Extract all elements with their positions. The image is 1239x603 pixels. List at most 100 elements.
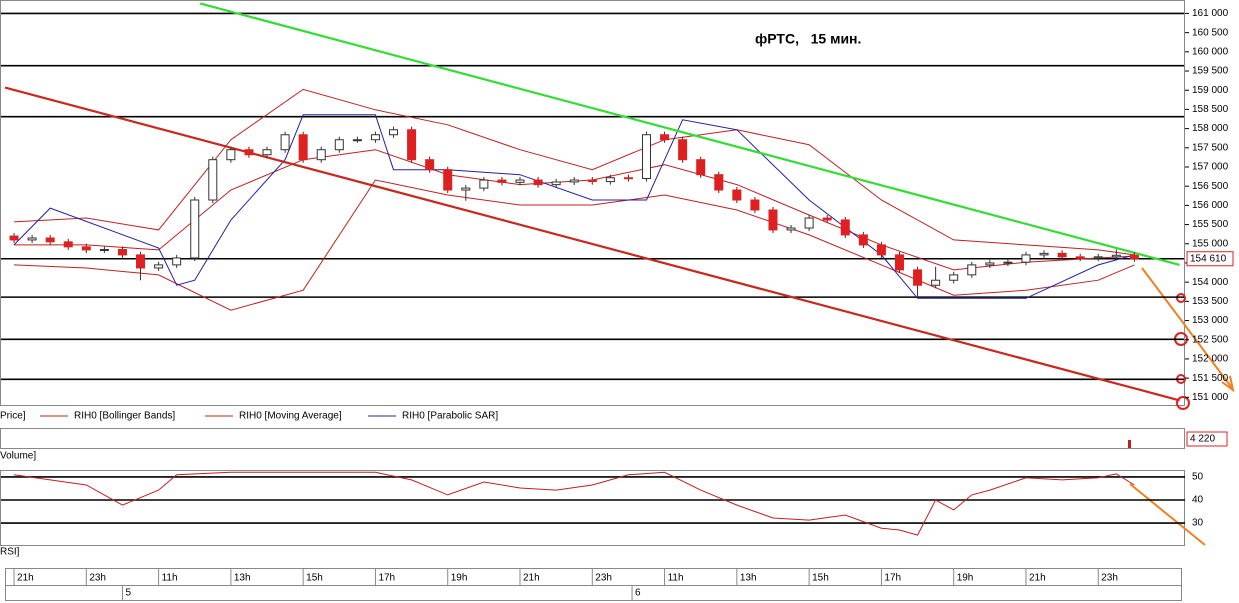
candle-body [280,134,290,151]
x-tick-label: 19h [957,573,974,584]
candle-body [1057,252,1067,258]
x-tick-label: 11h [668,573,684,584]
candle-body [804,217,814,229]
candle-body [99,249,109,252]
y-tick-label: 158 500 [1192,104,1229,115]
candle-body [750,199,760,211]
rsi-tick-label: 40 [1192,495,1204,506]
last-price-label: 154 610 [1190,253,1227,264]
volume-panel [0,428,1185,449]
candle-body [587,179,597,183]
candle-body [732,189,742,201]
candle-body [27,237,37,241]
candle-body [1003,261,1013,264]
candle-body [678,139,688,161]
candle-body [1021,254,1031,263]
candle-body [334,139,344,151]
volume-bar [1128,440,1131,448]
candle-body [858,234,868,246]
y-tick-label: 160 000 [1192,46,1229,57]
candle-body [262,149,272,156]
candle-body [316,149,326,161]
y-tick-label: 157 500 [1192,142,1229,153]
candle-body [533,179,543,186]
price-panel [0,0,1185,406]
candle-body [81,246,91,251]
candle-body [696,159,706,176]
legend-label: RIH0 [Moving Average] [239,411,342,422]
trend-line [199,2,1180,266]
candle-body [479,179,489,189]
x-tick-label: 23h [595,573,612,584]
y-tick-label: 161 000 [1192,8,1229,19]
x-tick-label: 13h [234,573,251,584]
y-tick-label: 152 500 [1192,334,1229,345]
candle-body [876,244,886,256]
marker [1176,293,1186,303]
x-tick-label: 17h [884,573,901,584]
candle-body [352,139,362,142]
x-tick-label: 23h [89,573,106,584]
y-tick-label: 155 000 [1192,238,1229,249]
candle-body [1075,256,1085,259]
candle-body [63,241,73,248]
y-tick-label: 151 500 [1192,373,1229,384]
y-tick-label: 156 000 [1192,200,1229,211]
candle-body [9,235,19,241]
x-tick-label: 15h [306,573,323,584]
candle-body [407,129,417,161]
candle-body [515,179,525,183]
candle-body [117,249,127,256]
candle-body [1129,254,1139,260]
legend-label: RIH0 [Parabolic SAR] [402,411,498,422]
legend-price: Price] [0,411,26,422]
parabolic-sar [13,114,1135,299]
candle-body [642,134,652,180]
candle-body [913,269,923,286]
last-price-box [1186,251,1234,267]
volume-label: Volume] [0,451,36,462]
arrow [1141,267,1233,389]
x-tick-label: 17h [378,573,395,584]
candle-body [244,149,254,156]
y-tick-label: 159 500 [1192,66,1229,77]
arrow-head [1221,375,1235,393]
rsi-plot [13,471,1135,536]
bollinger-lower [13,179,1135,311]
volume-value: 4 220 [1190,434,1215,445]
y-tick-label: 155 500 [1192,219,1229,230]
y-tick-label: 151 000 [1192,392,1229,403]
volume-box [1186,431,1228,447]
candle-body [949,274,959,281]
time-axis [5,568,1182,601]
marker [1176,396,1190,410]
y-tick-label: 156 500 [1192,181,1229,192]
x-tick-label: 23h [1101,573,1118,584]
candle-body [190,199,200,259]
x-tick-label: 21h [523,573,540,584]
candle-body [786,227,796,231]
candle-body [569,179,579,183]
candle-body [822,217,832,221]
y-tick-label: 159 000 [1192,85,1229,96]
candle-body [1039,252,1049,256]
candle-body [623,177,633,180]
rsi-line [13,471,1135,536]
rsi-tick-label: 50 [1192,472,1204,483]
candle-body [136,254,146,269]
candle-body [425,159,435,171]
candle-body [931,279,941,286]
x-tick-label: 21h [17,573,34,584]
y-tick-label: 153 000 [1192,315,1229,326]
x-tick-label: 15h [812,573,829,584]
rsi-panel [0,470,1185,546]
candle-body [768,209,778,231]
candle-body [985,262,995,266]
candle-body [551,181,561,186]
rsi-tick-label: 30 [1192,518,1204,529]
candle-body [497,179,507,183]
legend-label: RIH0 [Bollinger Bands] [74,411,175,422]
chart-title: фРТС, 15 мин. [755,31,861,47]
candle-body [1093,256,1103,259]
y-tick-label: 157 000 [1192,162,1229,173]
